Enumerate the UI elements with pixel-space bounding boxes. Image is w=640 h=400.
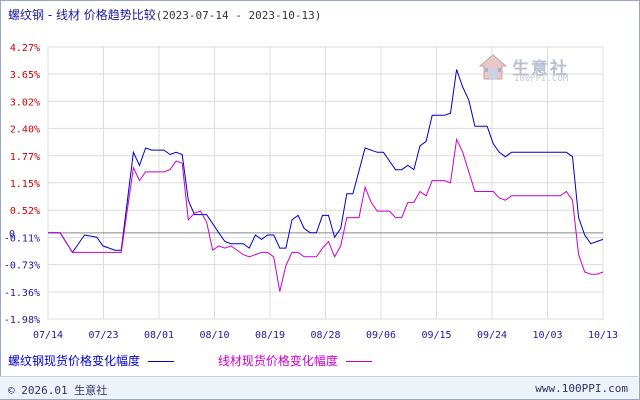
series-line-rebar (48, 69, 604, 254)
watermark-url: 100PPI.COM (514, 74, 569, 84)
chart-title-row: 螺纹钢 - 线材 价格趋势比较(2023-07-14 - 2023-10-13) (8, 6, 321, 24)
y-tick-label: -1.36% (4, 288, 40, 299)
footer-copyright: © 2026.01 生意社 (8, 384, 108, 397)
y-tick-label: 3.02% (10, 97, 40, 108)
x-tick-label: 08/28 (310, 330, 340, 341)
legend-label-wire: 线材现货价格变化幅度 (217, 354, 338, 368)
x-tick-label: 09/24 (477, 330, 507, 341)
legend-swatch-wire (345, 361, 372, 362)
series-line-wire (48, 137, 604, 292)
y-tick-label: 0.52% (10, 206, 40, 217)
y-tick-label: 4.27% (10, 43, 40, 54)
x-tick-label: 09/15 (421, 330, 451, 341)
y-tick-label: 1.77% (10, 152, 40, 163)
footer-bar: © 2026.01 生意社 www.100PPI.com (0, 376, 638, 399)
y-tick-label: 3.65% (10, 70, 40, 81)
x-tick-label: 07/14 (33, 330, 63, 341)
legend-swatch-rebar (148, 361, 175, 362)
footer-site-link[interactable]: www.100PPI.com (535, 382, 628, 395)
x-tick-label: 07/23 (88, 330, 118, 341)
legend-item-wire: 线材现货价格变化幅度 (218, 352, 372, 369)
chart-date-range: (2023-07-14 - 2023-10-13) (155, 9, 322, 22)
y-tick-label: -0.73% (4, 261, 40, 272)
x-tick-label: 08/19 (255, 330, 285, 341)
legend-item-rebar: 螺纹钢现货价格变化幅度 (8, 352, 175, 369)
y-tick-label: 1.15% (10, 179, 40, 190)
zero-label: 0 (9, 229, 15, 240)
watermark-logo: 生意社 100PPI.COM (478, 52, 588, 86)
x-tick-label: 09/06 (366, 330, 396, 341)
house-logo-icon (478, 54, 508, 80)
x-tick-label: 10/03 (532, 330, 562, 341)
watermark-brand: 生意社 (512, 59, 569, 79)
x-tick-label: 08/10 (199, 330, 229, 341)
y-tick-label: -1.98% (4, 315, 40, 326)
x-tick-label: 10/13 (588, 330, 618, 341)
y-tick-label: -0.11% (4, 234, 40, 245)
chart-title: 螺纹钢 - 线材 价格趋势比较 (8, 8, 156, 22)
y-tick-label: 2.40% (10, 124, 40, 135)
legend-label-rebar: 螺纹钢现货价格变化幅度 (8, 354, 141, 368)
x-tick-label: 08/01 (144, 330, 174, 341)
chart-legend: 螺纹钢现货价格变化幅度 线材现货价格变化幅度 (8, 352, 412, 368)
